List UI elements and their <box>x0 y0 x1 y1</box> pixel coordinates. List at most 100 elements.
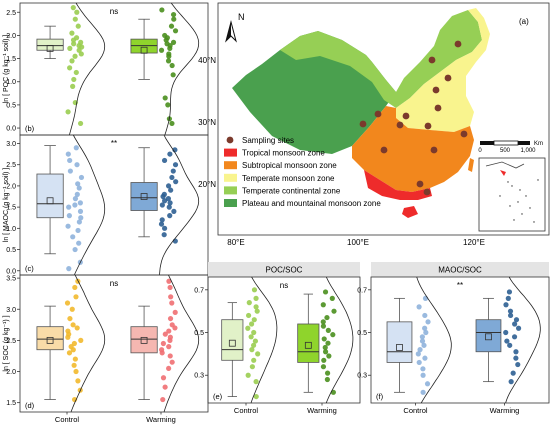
data-point <box>165 196 171 202</box>
legend-swatch-dot <box>226 136 234 144</box>
lat-label: 20°N <box>198 180 216 189</box>
data-point <box>249 347 255 353</box>
legend-swatch <box>224 173 237 182</box>
data-point <box>251 329 257 336</box>
data-point <box>75 181 81 187</box>
data-point <box>167 315 174 322</box>
box-mean-marker <box>140 46 148 54</box>
panel-title-bar <box>371 262 549 277</box>
y-tick-label: 0.7 <box>194 287 204 294</box>
data-point <box>65 328 71 334</box>
scale-bar-white <box>493 140 519 146</box>
data-point <box>161 191 167 197</box>
north-arrow: N <box>225 12 245 43</box>
y-tick-label: 2.5 <box>6 338 16 345</box>
data-point <box>172 28 179 34</box>
data-point <box>160 396 166 403</box>
sampling-site-marker <box>396 121 404 129</box>
data-point <box>506 289 513 295</box>
panel-title: MAOC/SOC <box>438 266 482 275</box>
box-iqr <box>475 319 502 353</box>
data-point <box>160 375 167 381</box>
data-point <box>253 304 259 310</box>
data-point <box>321 357 327 363</box>
data-point <box>166 204 172 210</box>
data-point <box>160 340 166 347</box>
legend-swatch <box>224 148 237 157</box>
density-curve <box>325 276 354 404</box>
data-point <box>425 319 431 325</box>
data-point <box>66 350 73 356</box>
data-point <box>167 334 173 340</box>
x-tick-label: Warming <box>490 406 520 415</box>
sampling-site-marker <box>444 74 452 82</box>
data-point <box>424 381 431 387</box>
y-tick-label: 0.5 <box>357 330 367 337</box>
inset-island-dot <box>509 205 511 207</box>
data-point <box>74 162 80 168</box>
data-point <box>251 317 257 323</box>
sampling-site-marker <box>402 112 410 120</box>
legend-swatch <box>224 186 237 195</box>
north-arrow-half-icon <box>226 22 231 41</box>
data-point <box>162 331 168 337</box>
data-point <box>248 334 254 340</box>
panel-label: (f) <box>376 392 384 401</box>
data-point <box>167 353 173 359</box>
data-point <box>166 365 172 372</box>
data-point <box>420 372 426 378</box>
x-tick-label: Control <box>55 415 80 424</box>
data-point <box>320 364 327 370</box>
data-point <box>159 7 165 13</box>
y-tick-label: 3.5 <box>6 276 16 283</box>
data-point <box>73 145 79 151</box>
data-point <box>420 389 426 395</box>
data-point <box>325 340 331 346</box>
inset-island-dot <box>511 185 513 187</box>
x-tick-label: Warming <box>307 406 337 415</box>
data-point <box>165 102 171 108</box>
data-point <box>68 344 74 350</box>
inset-island-dot <box>517 201 519 203</box>
data-point <box>515 325 522 331</box>
data-point <box>254 308 260 314</box>
data-point <box>67 168 73 174</box>
data-point <box>168 23 175 29</box>
panel-label: (b) <box>25 124 35 133</box>
data-point <box>166 278 172 284</box>
scale-tick-label: 0 <box>478 148 482 154</box>
data-point <box>67 315 73 322</box>
data-point <box>167 200 173 206</box>
data-point <box>168 294 174 300</box>
panel-f-maoc-soc: MAOC/SOC 0.3 0.5 0.7 ** (f) Control Warming <box>357 262 550 415</box>
data-point <box>322 289 329 295</box>
lon-label: 120°E <box>463 238 485 247</box>
data-point <box>422 355 428 361</box>
data-point <box>166 328 172 334</box>
box-mean-marker <box>140 193 148 200</box>
panel-frame <box>370 276 550 404</box>
data-point <box>169 120 175 127</box>
box-mean-marker <box>304 341 312 349</box>
island-hainan <box>402 206 418 218</box>
data-point <box>172 238 178 244</box>
data-point <box>76 240 82 246</box>
y-tick-label: 0.3 <box>194 373 204 380</box>
data-point <box>65 109 71 115</box>
data-point <box>166 51 172 57</box>
density-curve <box>72 134 106 276</box>
x-tick-label: Control <box>403 406 428 415</box>
sampling-site-marker <box>416 180 424 188</box>
density-curve <box>164 2 200 136</box>
data-point <box>422 325 428 331</box>
sampling-site-marker <box>423 188 431 196</box>
density-curve <box>159 134 200 276</box>
data-point <box>251 357 257 363</box>
data-point <box>71 76 77 83</box>
data-point <box>65 151 71 157</box>
data-point <box>320 319 326 325</box>
box-mean-marker <box>140 336 148 344</box>
data-point <box>64 300 71 306</box>
data-point <box>78 39 84 45</box>
